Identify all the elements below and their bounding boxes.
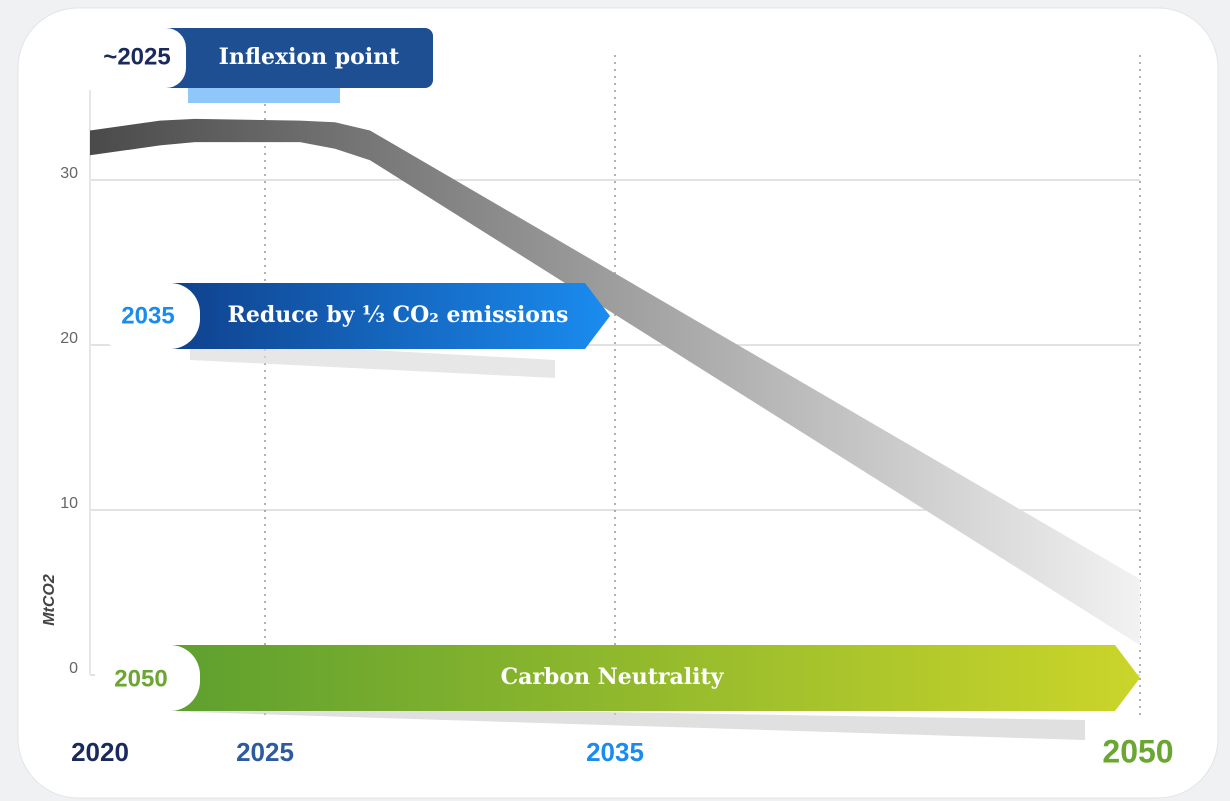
x-tick-label: 2050 xyxy=(1102,733,1173,769)
banner-shadow xyxy=(190,705,1085,740)
banner-shadow xyxy=(188,86,340,103)
annotation-year: 2035 xyxy=(121,302,174,329)
y-axis-label: MtCO2 xyxy=(41,574,58,626)
annotation-text: Carbon Neutrality xyxy=(501,664,725,690)
x-tick-label: 2025 xyxy=(236,737,294,767)
y-tick-label: 10 xyxy=(60,495,78,512)
banner-pill xyxy=(95,645,200,711)
banner-pill xyxy=(95,283,200,349)
y-tick-label: 30 xyxy=(60,165,78,182)
banner-shadow xyxy=(190,340,555,378)
banner-pill xyxy=(88,28,186,88)
y-tick-label: 0 xyxy=(69,660,78,677)
annotation-year: 2050 xyxy=(114,665,167,692)
banner xyxy=(160,283,610,349)
x-tick-label: 2035 xyxy=(586,737,644,767)
annotation-text: Reduce by ⅓ CO₂ emissions xyxy=(228,302,569,328)
banner xyxy=(150,28,433,88)
annotation-year: ~2025 xyxy=(103,43,170,70)
banner xyxy=(160,645,1140,711)
card xyxy=(17,7,1219,799)
annotation-text: Inflexion point xyxy=(219,44,400,70)
y-tick-label: 20 xyxy=(60,330,78,347)
x-tick-label: 2020 xyxy=(71,737,129,767)
